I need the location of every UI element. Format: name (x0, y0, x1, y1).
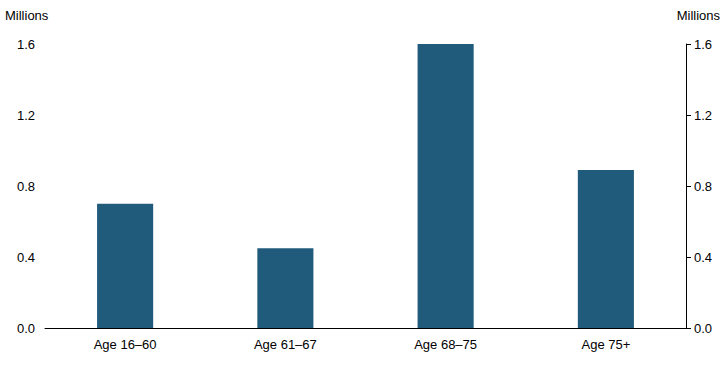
svg-text:0.8: 0.8 (694, 179, 712, 194)
svg-text:1.6: 1.6 (694, 37, 712, 52)
svg-text:0.4: 0.4 (17, 250, 35, 265)
svg-text:1.2: 1.2 (694, 108, 712, 123)
svg-text:0.0: 0.0 (694, 321, 712, 336)
svg-text:Millions: Millions (677, 8, 721, 23)
svg-text:0.4: 0.4 (694, 250, 712, 265)
svg-text:0.8: 0.8 (17, 179, 35, 194)
svg-text:1.2: 1.2 (17, 108, 35, 123)
svg-text:0.0: 0.0 (17, 321, 35, 336)
svg-text:Age 61–67: Age 61–67 (254, 337, 317, 352)
svg-text:1.6: 1.6 (17, 37, 35, 52)
svg-text:Age 68–75: Age 68–75 (414, 337, 477, 352)
svg-text:Age 75+: Age 75+ (581, 337, 630, 352)
svg-text:Age 16–60: Age 16–60 (94, 337, 157, 352)
svg-text:Millions: Millions (5, 8, 49, 23)
